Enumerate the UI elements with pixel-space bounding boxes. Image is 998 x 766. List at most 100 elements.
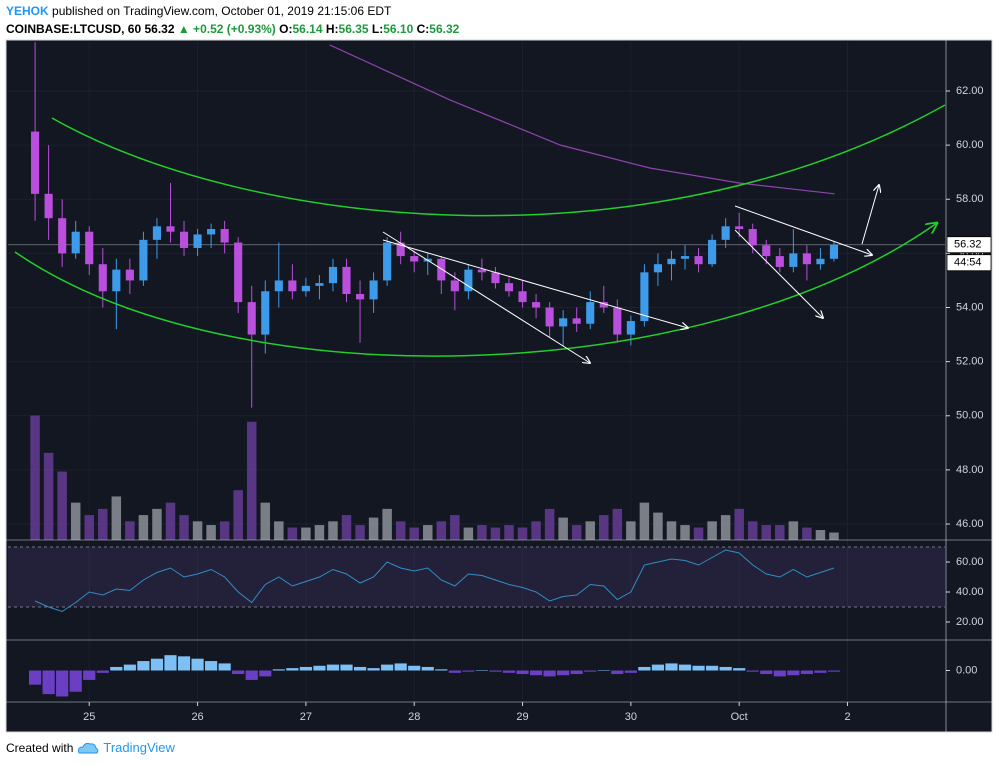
macd-bar [733, 668, 746, 671]
rsi-line [34, 549, 835, 613]
volume-bar [477, 525, 487, 540]
macd-bar [394, 663, 407, 671]
volume-bar [138, 515, 149, 540]
macd-bar [651, 664, 665, 671]
trend-arrow [382, 239, 688, 328]
macd-bar [42, 670, 55, 695]
macd-bar [611, 670, 624, 675]
candle-body [721, 226, 730, 240]
volume-bar [626, 521, 636, 540]
l-label: L: [371, 22, 384, 36]
x-tick-label: 28 [408, 711, 420, 723]
candle-body [559, 318, 568, 327]
macd-bar [665, 663, 678, 671]
candle-body [98, 264, 107, 292]
volume-bar [707, 521, 717, 540]
last-price-box [946, 236, 992, 254]
candle-body [44, 193, 53, 219]
x-tick-label: 29 [516, 711, 528, 723]
candle-body [152, 226, 162, 240]
y-tick-label: 50.00 [956, 410, 984, 422]
macd-bar [245, 670, 258, 680]
candle-body [193, 234, 202, 248]
macd-bar [96, 670, 109, 673]
trend-arrow [382, 231, 590, 363]
candle-body [735, 226, 744, 230]
logo[interactable] [77, 741, 99, 755]
volume-bar [84, 515, 94, 540]
y-tick-label: 62.00 [956, 85, 984, 97]
macd-bar [340, 664, 353, 671]
change: ▲ +0.52 (+0.93%) [177, 22, 276, 36]
macd-bar [164, 655, 177, 671]
candle-body [477, 269, 486, 273]
candle-body [274, 280, 283, 292]
candle-body [166, 226, 175, 232]
volume-bar [165, 502, 176, 540]
candle-body [369, 280, 378, 300]
macd-bar [462, 670, 475, 672]
volume-bar [355, 525, 365, 540]
macd-bar [475, 670, 489, 671]
macd-bar [516, 670, 529, 675]
candle-body [112, 269, 121, 292]
volume-bar [233, 490, 243, 540]
macd-bar [529, 670, 543, 676]
o-label: O: [279, 22, 293, 36]
author[interactable]: YEHOK [6, 4, 49, 18]
candle-body [504, 283, 514, 292]
volume-bar [70, 502, 81, 540]
l-value: 56.10 [383, 22, 414, 36]
volume-bar [490, 527, 501, 540]
volume-bar [368, 517, 379, 540]
macd-bar [584, 670, 597, 672]
last: 56.32 [144, 22, 175, 36]
rsi-band-fill [8, 547, 945, 607]
candle-body [680, 256, 690, 259]
volume-bar [206, 525, 216, 540]
y-tick-label: 52.00 [956, 356, 984, 368]
volume-bar [152, 508, 162, 540]
countdown-label: 44:54 [954, 257, 982, 269]
candle-body [383, 242, 392, 281]
volume-bar [815, 530, 826, 540]
volume-bar [57, 471, 67, 540]
macd-bar [299, 666, 312, 671]
candle-body [789, 253, 798, 267]
candle-body [139, 239, 148, 281]
trend-arrow [734, 205, 872, 255]
candle-body [626, 321, 635, 335]
volume-bar [653, 512, 663, 540]
macd-bar [624, 670, 637, 673]
candle-body [342, 266, 351, 294]
volume-bar [788, 521, 799, 540]
candle-body [532, 302, 541, 308]
candle-body [613, 307, 622, 335]
candle-body [234, 242, 243, 303]
macd-bar [502, 670, 516, 673]
macd-bar [69, 670, 82, 692]
candle-body [586, 302, 595, 324]
volume-bar [423, 525, 433, 540]
macd-bar [597, 670, 610, 671]
volume-bar [531, 521, 541, 540]
x-tick-label: 2 [844, 711, 850, 723]
macd-bar [205, 661, 218, 671]
brand[interactable]: TradingView [103, 740, 175, 755]
candle-body [450, 280, 459, 292]
volume-bar [639, 502, 650, 540]
trend-arrow [861, 185, 879, 245]
macd-bar [381, 664, 394, 671]
macd-bar [814, 670, 827, 673]
candle-body [640, 272, 649, 322]
macd-bar [326, 664, 340, 671]
y-tick-label: 56.00 [956, 247, 984, 259]
macd-bar [408, 665, 421, 671]
moving-average [329, 44, 835, 195]
candle-body [762, 245, 771, 257]
y-tick-label: 58.00 [956, 193, 984, 205]
candle-body [748, 229, 757, 246]
macd-bar [259, 670, 272, 677]
volume-bar [43, 452, 54, 540]
